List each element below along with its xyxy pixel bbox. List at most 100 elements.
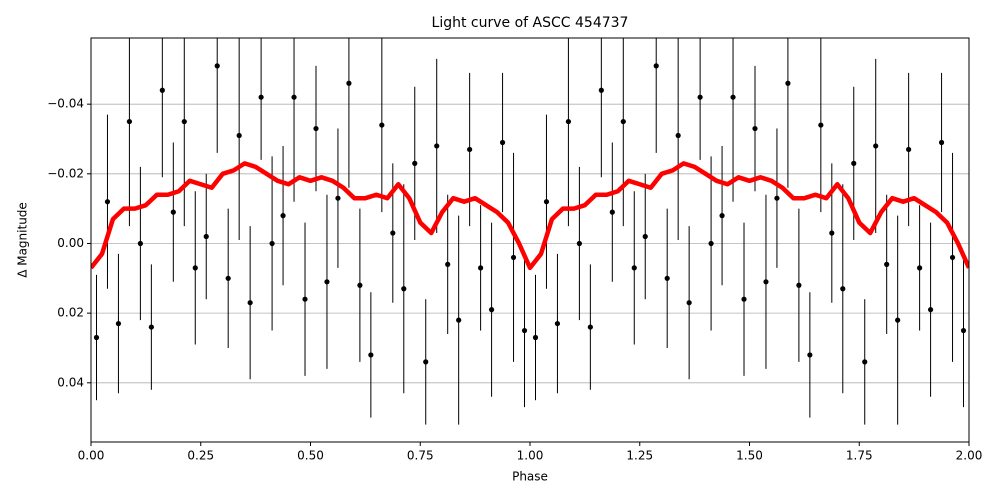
data-point xyxy=(521,327,528,334)
data-point xyxy=(225,275,231,281)
x-tick-label: 1.25 xyxy=(626,449,653,463)
data-point xyxy=(390,230,396,236)
data-point xyxy=(181,118,187,125)
y-tick-label: −0.02 xyxy=(47,166,84,180)
grid xyxy=(91,103,969,384)
data-point xyxy=(785,80,791,86)
data-point xyxy=(730,94,736,100)
y-axis-label: Δ Magnitude xyxy=(16,202,30,278)
data-point xyxy=(631,265,637,271)
data-point xyxy=(236,132,242,139)
y-tick-label: 0.00 xyxy=(57,236,84,250)
data-point xyxy=(906,146,912,153)
data-point xyxy=(357,282,363,288)
data-point xyxy=(324,279,330,285)
data-point xyxy=(949,254,956,261)
data-point xyxy=(269,240,275,247)
data-point xyxy=(137,240,143,247)
data-point xyxy=(884,261,890,267)
data-point xyxy=(565,118,572,125)
data-point xyxy=(423,359,429,365)
plot-area xyxy=(91,38,969,425)
data-point xyxy=(840,286,846,292)
x-tick-label: 0.25 xyxy=(187,449,214,463)
x-tick-label: 1.50 xyxy=(736,449,763,463)
data-point xyxy=(927,307,934,313)
data-point xyxy=(708,240,714,247)
y-tick-label: 0.04 xyxy=(57,375,84,389)
chart-title: Light curve of ASCC 454737 xyxy=(432,15,629,31)
data-point xyxy=(313,125,319,132)
data-point xyxy=(467,146,473,153)
data-point xyxy=(653,63,659,69)
data-point xyxy=(917,265,923,271)
y-tick-label: 0.02 xyxy=(57,306,84,320)
data-point xyxy=(203,233,209,240)
data-point xyxy=(796,282,802,288)
data-point xyxy=(862,359,868,365)
data-point xyxy=(401,286,407,292)
data-point xyxy=(170,209,176,215)
data-point xyxy=(104,199,111,205)
data-point xyxy=(368,352,374,358)
data-point xyxy=(346,80,352,86)
x-tick-label: 0.75 xyxy=(407,449,434,463)
data-point xyxy=(620,118,626,125)
data-point xyxy=(664,275,670,281)
x-tick-label: 2.00 xyxy=(956,449,983,463)
data-point xyxy=(379,122,385,128)
data-point xyxy=(895,317,901,323)
data-point xyxy=(774,195,780,201)
data-point xyxy=(510,254,517,261)
data-point xyxy=(434,143,440,149)
data-point xyxy=(719,213,725,219)
x-tick-label: 1.75 xyxy=(846,449,873,463)
data-point xyxy=(873,143,879,149)
data-point xyxy=(456,317,462,323)
data-point xyxy=(960,327,967,334)
data-point xyxy=(258,94,264,100)
model-curve xyxy=(91,161,969,271)
axes: −0.04 −0.02 0.00 0.02 0.04 0.00 0.25 0.50 0.75 1.… xyxy=(47,37,983,463)
data-point xyxy=(291,94,297,100)
y-tick-label: −0.04 xyxy=(47,97,84,111)
data-point xyxy=(214,63,220,69)
data-point xyxy=(499,139,506,146)
data-point xyxy=(752,125,758,132)
x-tick-label: 0.00 xyxy=(78,449,105,463)
data-point xyxy=(675,132,681,139)
x-axis-label: Phase xyxy=(512,470,548,484)
data-point xyxy=(938,139,945,146)
data-point xyxy=(554,320,561,327)
data-point xyxy=(192,265,198,271)
data-point xyxy=(280,213,286,219)
data-point xyxy=(115,320,122,327)
x-tick-label: 1.00 xyxy=(517,449,544,463)
data-point xyxy=(598,87,604,93)
data-point xyxy=(478,265,484,271)
data-point xyxy=(445,261,451,267)
data-point xyxy=(532,334,539,341)
data-point xyxy=(247,300,253,306)
data-point xyxy=(851,160,857,166)
data-point xyxy=(686,300,692,306)
data-point xyxy=(609,209,615,215)
data-point xyxy=(543,199,550,205)
data-point xyxy=(302,296,308,302)
data-point xyxy=(829,230,835,236)
plot-frame xyxy=(90,37,970,443)
data-point xyxy=(587,324,593,330)
data-point xyxy=(741,296,747,302)
data-point xyxy=(488,307,495,313)
data-point xyxy=(807,352,813,358)
data-point xyxy=(148,324,154,330)
data-point xyxy=(412,160,418,166)
data-point xyxy=(642,233,648,240)
data-point xyxy=(818,122,824,128)
data-point xyxy=(93,334,100,341)
data-point xyxy=(763,279,769,285)
data-point xyxy=(159,87,165,93)
